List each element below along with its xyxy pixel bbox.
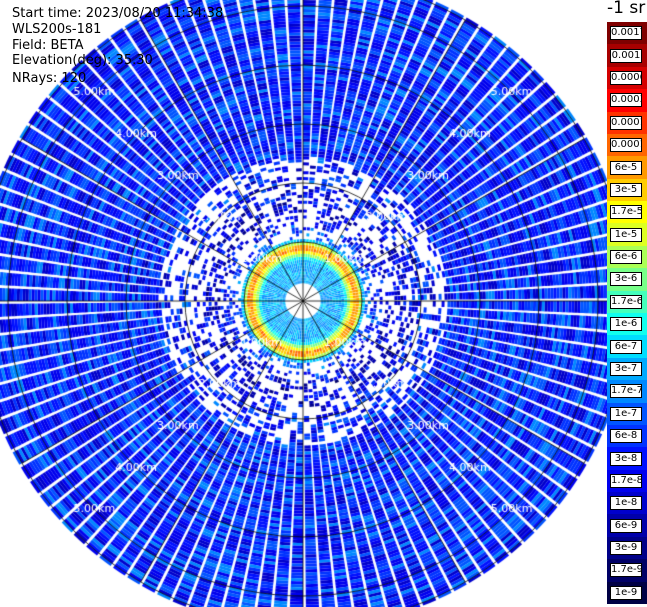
- colorbar-label: 0.001: [610, 48, 642, 63]
- colorbar-label: 6e-5: [610, 160, 642, 175]
- colorbar-label: 3e-7: [610, 361, 642, 376]
- colorbar-label: 0.0017: [610, 26, 642, 41]
- field-label: Field: BETA: [12, 38, 84, 53]
- colorbar-label: 6e-8: [610, 429, 642, 444]
- colorbar-label: 3e-6: [610, 272, 642, 287]
- colorbar-label: 0.0001: [610, 138, 642, 153]
- colorbar-label: 1e-7: [610, 406, 642, 421]
- nrays-label: NRays: 120: [12, 71, 87, 86]
- colorbar-label: 3e-9: [610, 541, 642, 556]
- colorbar-label: 1.7e-8: [610, 473, 642, 488]
- colorbar-label: 0.0003: [610, 93, 642, 108]
- colorbar-label: 1.7e-9: [610, 563, 642, 578]
- colorbar-label: 1.7e-7: [610, 384, 642, 399]
- colorbar-label: 3e-5: [610, 182, 642, 197]
- elevation-label: Elevation(deg): 35.30: [12, 53, 153, 68]
- colorbar-label: 1.7e-6: [610, 294, 642, 309]
- colorbar-label: 6e-6: [610, 250, 642, 265]
- colorbar-label: 1e-9: [610, 585, 642, 600]
- colorbar-label: 3e-8: [610, 451, 642, 466]
- colorbar-unit: -1 sr: [607, 0, 646, 18]
- colorbar-label: 6e-9: [610, 518, 642, 533]
- colorbar-label: 0.00017: [610, 115, 642, 130]
- instrument-label: WLS200s-181: [12, 22, 102, 37]
- colorbar-label: 1.7e-5: [610, 205, 642, 220]
- colorbar-label: 1e-5: [610, 227, 642, 242]
- colorbar-label: 6e-7: [610, 339, 642, 354]
- start-time-label: Start time: 2023/08/20 11:34:38: [12, 6, 224, 21]
- colorbar-label: 1e-8: [610, 496, 642, 511]
- colorbar-label: 1e-6: [610, 317, 642, 332]
